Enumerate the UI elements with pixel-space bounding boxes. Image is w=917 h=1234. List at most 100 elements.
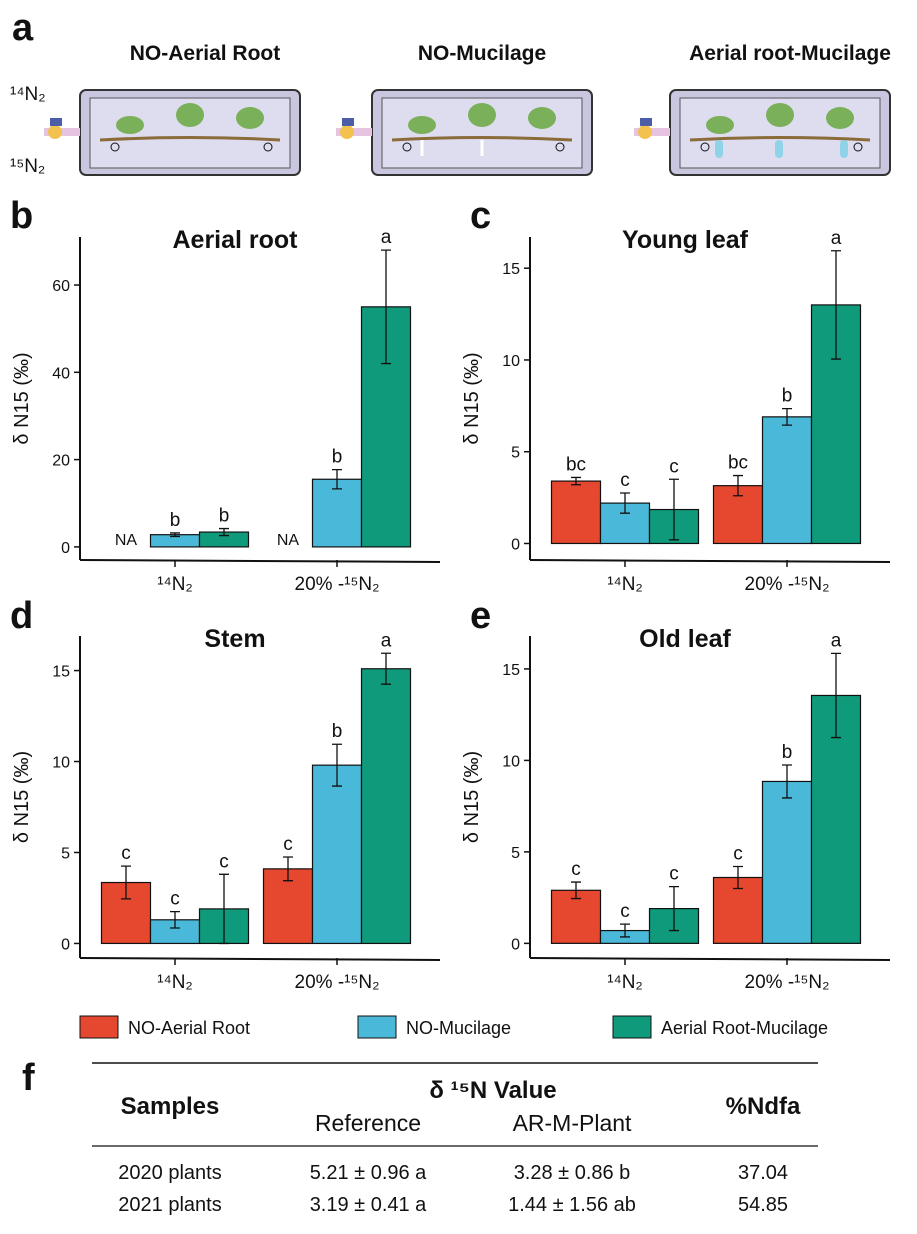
legend-swatch (79, 1015, 119, 1039)
x-axis (79, 559, 441, 563)
y-tick-label: 20 (52, 453, 70, 470)
chamber (79, 89, 301, 176)
legend-swatch (612, 1015, 652, 1039)
significance-letter: b (219, 506, 230, 527)
y-tick-label: 0 (61, 540, 70, 557)
table-cell: 5.21 ± 0.96 a (310, 1162, 427, 1184)
error-bar (219, 873, 229, 945)
y-axis-label: δ N15 (‰) (461, 751, 483, 843)
table-body: 2020 plants 5.21 ± 0.96 a 3.28 ± 0.86 b 37.… (118, 1162, 788, 1216)
x-tick-label: 20% -¹⁵N₂ (295, 574, 380, 595)
error-bar (283, 856, 293, 882)
y-tick-label: 5 (61, 845, 70, 862)
significance-letter: bc (566, 454, 586, 475)
chart-title: Aerial root (172, 226, 298, 254)
error-bar (170, 910, 180, 929)
significance-letter: c (669, 864, 679, 885)
error-bar (733, 865, 743, 890)
legend: NO-Aerial Root NO-Mucilage Aerial Root-Muc… (79, 1015, 828, 1039)
y-tick-label: 10 (502, 353, 520, 370)
y-axis-label: δ N15 (‰) (11, 352, 33, 444)
table-cell: 3.19 ± 0.41 a (310, 1194, 427, 1216)
legend-label: NO-Aerial Root (128, 1018, 250, 1038)
legend-label: NO-Mucilage (406, 1018, 511, 1038)
x-tick-label: ¹⁴N₂ (157, 972, 193, 993)
significance-letter: c (733, 844, 743, 865)
significance-letter: c (121, 843, 131, 864)
legend-label: Aerial Root-Mucilage (661, 1018, 828, 1038)
error-bar (620, 923, 630, 938)
significance-letter: b (332, 447, 343, 468)
error-bar (219, 527, 229, 537)
table-cell: 3.28 ± 0.86 b (514, 1162, 631, 1184)
error-bar (381, 249, 391, 365)
y-tick-label: 0 (61, 936, 70, 953)
y-tick-label: 10 (502, 753, 520, 770)
error-bar (121, 865, 131, 900)
schematic (44, 89, 891, 176)
table-cell: 2020 plants (118, 1162, 221, 1184)
panel-label: c (470, 195, 491, 237)
error-bar (381, 652, 391, 685)
panel-label: b (10, 195, 33, 237)
bar (761, 416, 813, 545)
y-axis-label: δ N15 (‰) (11, 751, 33, 843)
valve (634, 118, 670, 139)
bar (550, 889, 602, 944)
y-tick-label: 15 (52, 664, 70, 681)
table-header: AR-M-Plant (513, 1110, 632, 1136)
chart-title: Old leaf (639, 625, 731, 653)
table-header: δ ¹⁵N Value (429, 1077, 556, 1104)
error-bar (669, 885, 679, 932)
panel-label: a (12, 7, 34, 49)
significance-letter: c (620, 470, 630, 491)
significance-letter: c (669, 456, 679, 477)
error-bar (571, 881, 581, 900)
legend-swatch (357, 1015, 397, 1039)
significance-letter: b (782, 386, 793, 407)
table-cell: 1.44 ± 1.56 ab (508, 1194, 636, 1216)
y-tick-label: 15 (502, 261, 520, 278)
error-bar (332, 468, 342, 490)
y-tick-label: 0 (511, 936, 520, 953)
panel-label: d (10, 595, 33, 637)
significance-letter: c (620, 901, 630, 922)
y-tick-label: 60 (52, 278, 70, 295)
significance-letter: a (381, 227, 392, 248)
significance-letter: b (332, 721, 343, 742)
x-tick-label: ¹⁴N₂ (157, 574, 193, 595)
significance-letter: c (571, 859, 581, 880)
na-label: NA (277, 532, 300, 549)
significance-letter: b (782, 742, 793, 763)
x-axis (79, 957, 441, 961)
table-header: Reference (315, 1110, 421, 1136)
significance-letter: c (219, 851, 229, 872)
charts: Aerial root δ N15 (‰) 0 20 40 60 ¹⁴N₂ NA b b 20% -… (11, 226, 891, 993)
error-bar (831, 652, 841, 739)
significance-letter: a (831, 630, 842, 651)
gas-label: ¹⁴N₂ (10, 84, 46, 105)
table-cell: 54.85 (738, 1194, 788, 1216)
schematic-title: Aerial root-Mucilage (689, 42, 891, 65)
significance-letter: c (283, 834, 293, 855)
significance-letter: bc (728, 453, 748, 474)
table-cell: 37.04 (738, 1162, 788, 1184)
y-tick-label: 5 (511, 445, 520, 462)
chamber (371, 89, 593, 176)
y-tick-label: 40 (52, 365, 70, 382)
x-axis (529, 559, 891, 563)
significance-letter: b (170, 510, 181, 531)
chart-title: Young leaf (622, 226, 749, 254)
error-bar (332, 743, 342, 787)
error-bar (620, 492, 630, 514)
error-bar (831, 250, 841, 360)
table-cell: 2021 plants (118, 1194, 221, 1216)
table-header: %Ndfa (726, 1093, 801, 1120)
y-tick-label: 5 (511, 845, 520, 862)
significance-letter: c (170, 889, 180, 910)
significance-letter: a (381, 630, 392, 651)
bar (761, 780, 813, 944)
y-tick-label: 0 (511, 536, 520, 553)
x-tick-label: 20% -¹⁵N₂ (745, 574, 830, 595)
